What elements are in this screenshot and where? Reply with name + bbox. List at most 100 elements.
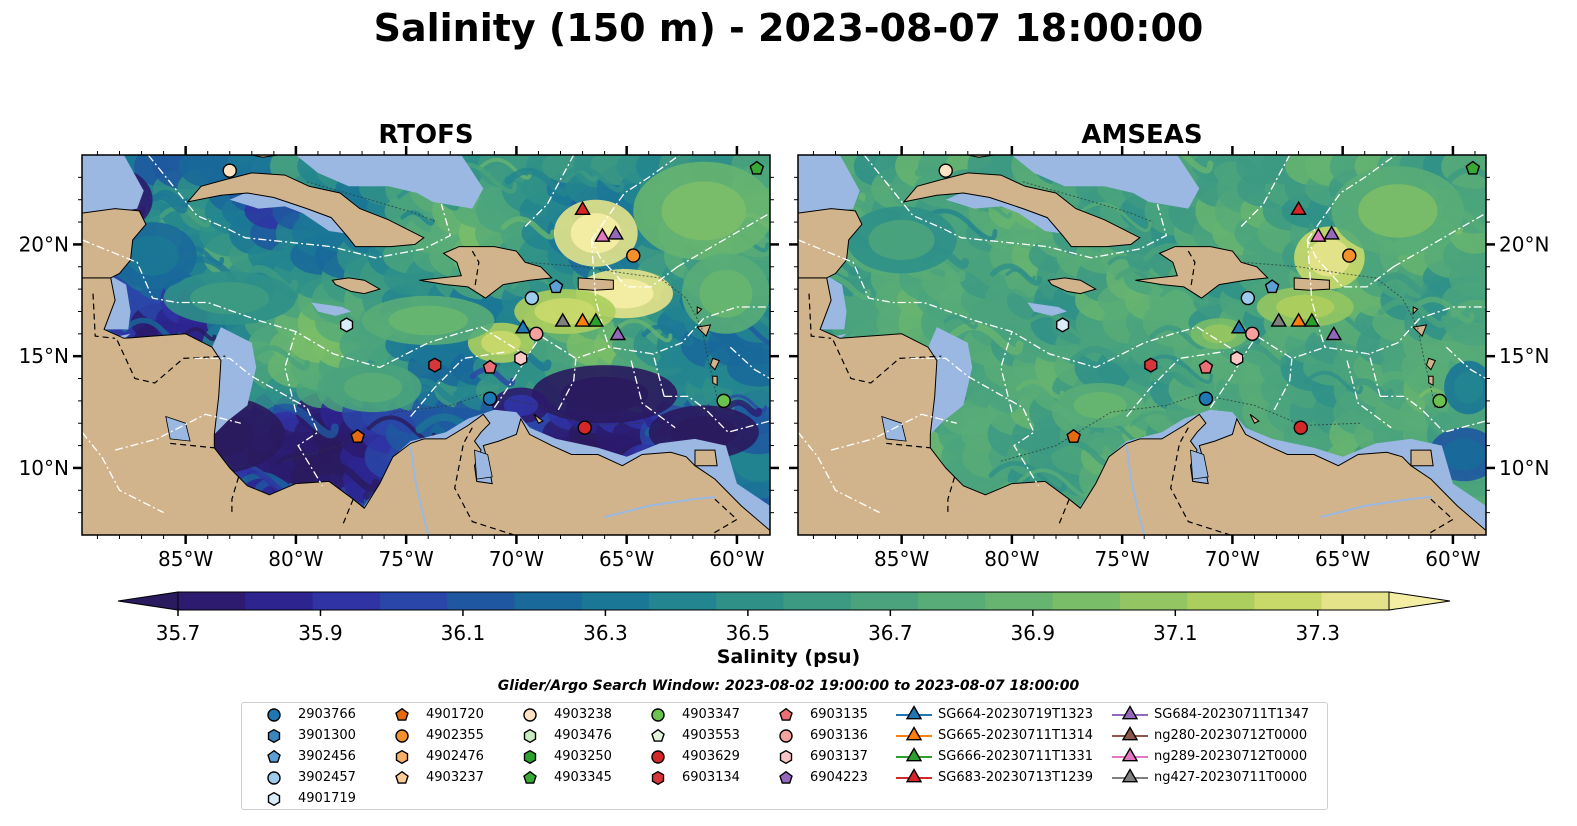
obs-marker-4903345 [1465,160,1481,175]
panel-title-rtofs: RTOFS [378,120,474,150]
legend-marker [395,770,409,784]
legend-item-label: ng289-20230712T0000 [1154,749,1308,764]
obs-marker-4902355 [626,248,641,263]
colorbar-swatch [1052,592,1121,610]
legend-marker-circle-icon [267,708,281,722]
colorbar-tick-label: 36.9 [1011,621,1056,645]
lon-tick-label: 60°W [709,547,764,571]
figure-title: Salinity (150 m) - 2023-08-07 18:00:00 [373,6,1204,50]
legend-marker-hexagon-icon [267,728,281,744]
obs-marker-SG665-20230711T1314 [1290,312,1307,327]
legend-marker [779,707,793,721]
obs-marker-6903136 [529,326,544,342]
legend-marker [779,729,793,743]
obs-marker-3902457 [524,290,540,306]
lat-tick-label: 10°N [19,456,69,480]
map-panel-amseas: 85°W 80°W 75°W 70°W 65°W 60°W 20°N 15°N 10°N [789,146,1549,571]
legend-item-label: 4903553 [682,728,740,743]
legend-item-label: 2903766 [298,707,356,722]
lon-tick-label: 60°W [1425,547,1480,571]
legend-marker [651,750,665,764]
colorbar-swatch [648,592,717,610]
colorbar-swatch [1187,592,1256,610]
legend-marker-pentagon-icon [395,770,409,784]
observation-markers [222,160,765,443]
obs-marker-SG664-20230719T1323 [1230,319,1248,334]
obs-marker-3902457 [1240,290,1256,306]
legend-marker-triangle-icon [1112,768,1148,783]
obs-marker-4903238 [222,163,237,178]
colorbar-tick-label: 36.5 [726,621,771,645]
map-frame [81,154,771,536]
legend-marker [1121,726,1139,741]
obs-marker-SG666-20230711T1331 [587,312,605,327]
legend-item-label: SG665-20230711T1314 [938,728,1094,743]
obs-marker-ng427-20230711T0000 [1270,312,1288,327]
legend-item-label: 4903237 [426,770,484,785]
legend-marker [267,708,281,722]
obs-marker-SG664-20230719T1323 [514,319,532,334]
legend-marker-triangle-icon [896,768,932,783]
legend-item-label: 6903134 [682,770,740,785]
obs-marker-6903137 [1230,350,1244,367]
legend-marker [395,749,409,765]
legend-item-label: SG684-20230711T1347 [1154,707,1310,722]
land [798,155,1486,535]
obs-marker-SG684-20230711T1347 [607,225,624,240]
legend-item-label: ng427-20230711T0000 [1154,770,1308,785]
obs-marker-6903134 [1144,357,1158,373]
obs-marker-SG683-20230713T1239 [574,200,591,216]
colorbar-under-arrow [117,591,179,611]
colorbar-swatch [783,592,852,610]
colorbar-tick-label: 36.1 [441,621,486,645]
obs-marker-4903238 [938,163,953,178]
colorbar-swatch [514,592,583,610]
legend-marker-triangle-icon [1112,705,1148,720]
obs-marker-ng289-20230712T0000 [594,227,611,242]
legend-item-label: 3902456 [298,749,356,764]
legend-marker [651,728,665,742]
colorbar-swatch [447,592,515,610]
legend-item-label: 4903347 [682,707,740,722]
legend-marker-circle-icon [395,729,409,743]
legend-marker [651,770,665,786]
legend-item-label: SG666-20230711T1331 [938,749,1094,764]
eez-boundaries [82,155,770,514]
legend-marker-circle-icon [779,729,793,743]
legend: 2903766 3901300 3902456 3902457 4901719 49017… [241,702,1328,810]
legend-marker-pentagon-icon [651,728,665,742]
colorbar-swatch [918,592,986,610]
colorbar-over-arrow [1388,591,1451,611]
colorbar-swatch [1119,592,1188,610]
legend-marker-hexagon-icon [651,770,665,786]
legend-marker-circle-icon [523,708,537,722]
legend-marker-hexagon-icon [779,749,793,765]
lon-tick-label: 75°W [379,547,434,571]
legend-item-label: 4903238 [554,707,612,722]
legend-item-label: 4903250 [554,749,612,764]
colorbar-swatch [985,592,1054,610]
obs-marker-4901720 [350,428,365,443]
colorbar-swatches [117,591,1451,611]
lon-tick-label: 85°W [874,547,929,571]
legend-marker-hexagon-icon [395,749,409,765]
obs-marker-4901719 [340,317,354,333]
obs-marker-SG684-20230711T1347 [609,325,627,341]
obs-marker-4903629 [577,420,592,435]
colorbar-label: Salinity (psu) [716,646,861,668]
lon-tick-label: 80°W [984,547,1039,571]
colorbar-tick-label: 36.7 [868,621,913,645]
land [82,155,770,535]
legend-marker-pentagon-icon [395,707,409,721]
obs-marker-6903135 [482,359,498,374]
legend-item-label: 4901720 [426,707,484,722]
lon-tick-label: 70°W [1205,547,1260,571]
legend-marker [905,768,923,783]
colorbar-swatch [379,592,448,610]
obs-marker-4903345 [749,160,765,175]
colorbar-swatch [245,592,314,610]
obs-marker-SG665-20230711T1314 [574,312,591,327]
colorbar-swatch [1254,592,1323,610]
obs-marker-SG684-20230711T1347 [1325,325,1343,341]
legend-item-label: ng280-20230712T0000 [1154,728,1308,743]
